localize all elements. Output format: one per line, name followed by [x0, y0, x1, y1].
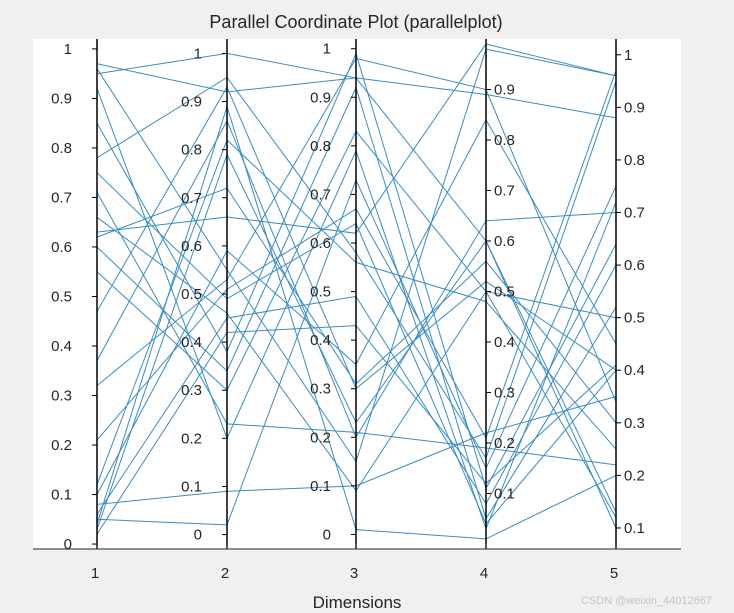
axis-4-tick-label: 0.7: [494, 182, 515, 199]
axis-5-tick-label: 0.6: [624, 257, 645, 274]
axis-1-tick-label: 0: [64, 536, 72, 553]
axis-4-tick-label: 0.4: [494, 334, 515, 351]
axis-2-tick-label: 0.5: [181, 286, 202, 303]
watermark: CSDN @weixin_44012667: [581, 595, 712, 607]
axis-5-tick-label: 0.5: [624, 310, 645, 327]
axis-2-tick-label: 0.2: [181, 430, 202, 447]
axis-3-tick-label: 0.3: [310, 381, 331, 398]
dimension-tick-label: 2: [221, 565, 229, 582]
axis-2-tick-label: 0.9: [181, 94, 202, 111]
axis-1-tick-label: 0.7: [51, 189, 72, 206]
dimension-tick-label: 5: [610, 565, 618, 582]
axis-5-tick-label: 0.1: [624, 520, 645, 537]
axis-1-tick-label: 0.6: [51, 239, 72, 256]
axis-1-tick-label: 0.5: [51, 288, 72, 305]
axis-3-tick-label: 0.5: [310, 284, 331, 301]
axis-3-tick-label: 0.9: [310, 89, 331, 106]
axis-5-tick-label: 1: [624, 47, 632, 64]
axis-4-tick-label: 0.3: [494, 384, 515, 401]
axis-4-tick-label: 0.2: [494, 435, 515, 452]
axis-5-tick-label: 0.2: [624, 467, 645, 484]
axis-3-tick-label: 0.2: [310, 429, 331, 446]
axis-4-tick-label: 0.1: [494, 485, 515, 502]
axis-1-tick-label: 0.1: [51, 487, 72, 504]
axis-2-tick-label: 0.8: [181, 142, 202, 159]
dimension-axes: 0 0.1 0.2 0.3 0.4 0.5 0.6 0.7 0.8 0.9 1 0 0.1 0.2 0.3 0…: [51, 39, 645, 553]
axis-5-tick-label: 0.3: [624, 415, 645, 432]
axis-3-tick-label: 0.8: [310, 138, 331, 155]
axis-1-tick-label: 0.3: [51, 388, 72, 405]
axis-5-tick-label: 0.4: [624, 362, 645, 379]
axis-5-tick-label: 0.9: [624, 99, 645, 116]
axis-2-tick-label: 0.4: [181, 334, 202, 351]
axis-2-tick-label: 0.1: [181, 478, 202, 495]
dimension-tick-label: 1: [91, 565, 99, 582]
axis-1-tick-label: 1: [64, 41, 72, 58]
plot-area: [33, 39, 681, 549]
dimension-tick-label: 4: [480, 565, 488, 582]
dimension-tick-labels: 1 2 3 4 5: [91, 544, 618, 582]
axis-5-tick-label: 0.8: [624, 152, 645, 169]
axis-1-tick-label: 0.9: [51, 90, 72, 107]
axis-3-tick-label: 0.7: [310, 186, 331, 203]
axis-4-tick-label: 0.9: [494, 81, 515, 98]
axis-3-tick-label: 0.4: [310, 332, 331, 349]
axis-2-tick-label: 0.6: [181, 238, 202, 255]
chart-title: Parallel Coordinate Plot (parallelplot): [209, 12, 502, 32]
axis-2-tick-label: 0.3: [181, 382, 202, 399]
axis-2-tick-label: 1: [194, 45, 202, 62]
dimension-tick-label: 3: [350, 565, 358, 582]
axis-3-tick-label: 1: [323, 41, 331, 58]
axis-3-tick-label: 0.1: [310, 478, 331, 495]
axis-2-tick-label: 0: [194, 527, 202, 544]
axis-2-tick-label: 0.7: [181, 190, 202, 207]
axis-3-tick-label: 0.6: [310, 235, 331, 252]
axis-4-tick-label: 0.8: [494, 132, 515, 149]
x-axis-label: Dimensions: [313, 593, 402, 612]
axis-5-tick-label: 0.7: [624, 205, 645, 222]
axis-1-tick-label: 0.8: [51, 140, 72, 157]
axis-3-tick-label: 0: [323, 526, 331, 543]
axis-1-tick-label: 0.2: [51, 437, 72, 454]
axis-1-tick-label: 0.4: [51, 338, 72, 355]
axis-4-tick-label: 0.5: [494, 283, 515, 300]
axis-4-tick-label: 0.6: [494, 233, 515, 250]
